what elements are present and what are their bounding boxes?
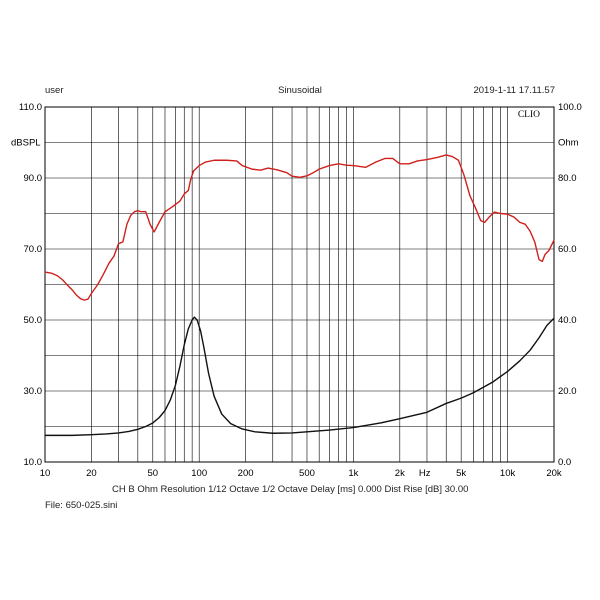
x-tick-label: 20k (546, 468, 562, 479)
right-tick-label: 40.0 (558, 315, 577, 326)
header-user: user (45, 85, 64, 96)
x-tick-label: 2k (395, 468, 405, 479)
impedance-curve (45, 316, 555, 437)
left-tick-label: 90.0 (24, 173, 43, 184)
right-tick-label: 80.0 (558, 173, 577, 184)
footer-settings: CH B Ohm Resolution 1/12 Octave 1/2 Octa… (112, 484, 469, 495)
left-tick-label: 110.0 (19, 102, 42, 113)
spl-curve (44, 154, 555, 301)
header-timestamp: 2019-1-11 17.11.57 (473, 85, 555, 96)
right-tick-label: 100.0 (558, 102, 582, 113)
left-tick-label: 30.0 (24, 386, 43, 397)
left-tick-label: 10.0 (24, 457, 43, 468)
plot-grid (45, 107, 554, 462)
header-mode: Sinusoidal (278, 85, 322, 96)
left-tick-label: 50.0 (24, 315, 43, 326)
right-tick-label: 20.0 (558, 386, 577, 397)
x-tick-label: 1k (348, 468, 358, 479)
x-tick-label: 500 (299, 468, 315, 479)
x-axis-unit: Hz (419, 468, 431, 479)
x-tick-label: 20 (86, 468, 97, 479)
plot-frame (44, 106, 555, 463)
x-tick-label: 50 (147, 468, 158, 479)
right-axis-unit: Ohm (558, 138, 579, 149)
right-tick-label: 60.0 (558, 244, 577, 255)
right-tick-labels: 100.0 80.0 60.0 40.0 20.0 0.0 (558, 102, 582, 468)
x-tick-label: 10 (40, 468, 51, 479)
series-curves (44, 154, 555, 437)
x-tick-label: 5k (456, 468, 466, 479)
x-tick-label: 200 (238, 468, 254, 479)
left-axis-unit: dBSPL (11, 138, 41, 149)
footer-file: File: 650-025.sini (45, 500, 118, 511)
right-tick-label: 0.0 (558, 457, 571, 468)
clio-logo-label: CLIO (518, 110, 540, 120)
x-tick-label: 10k (500, 468, 516, 479)
x-tick-labels: 10 20 50 100 200 500 1k 2k 5k 10k 20k (40, 468, 562, 479)
left-tick-label: 70.0 (24, 244, 43, 255)
x-tick-label: 100 (191, 468, 207, 479)
left-tick-labels: 110.0 90.0 70.0 50.0 30.0 10.0 (19, 102, 42, 468)
